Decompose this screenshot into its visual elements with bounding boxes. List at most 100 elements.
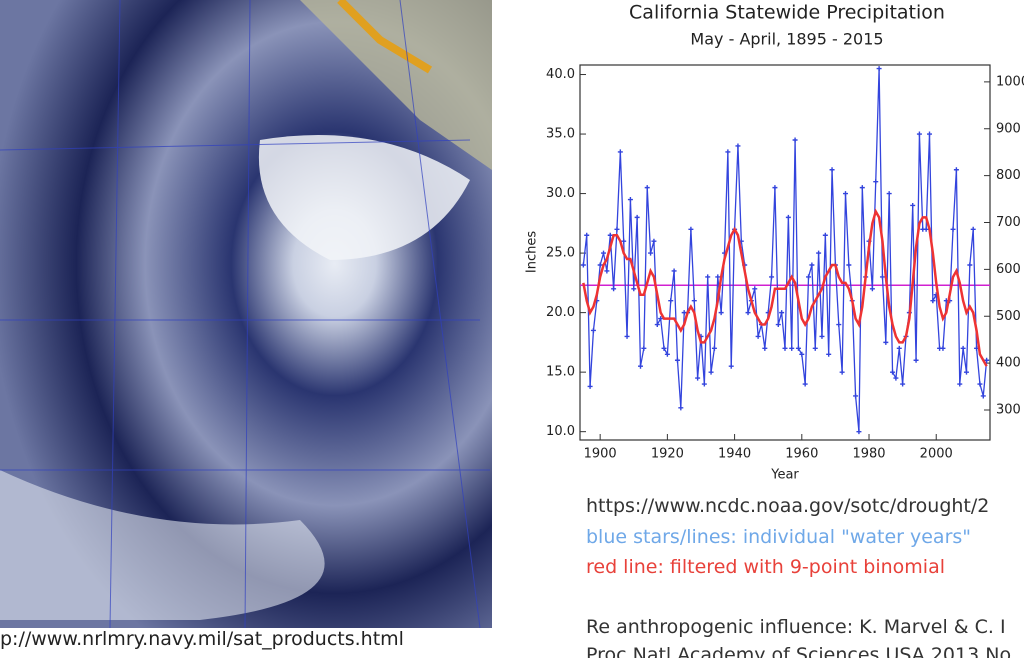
data-point (890, 369, 896, 375)
data-point (745, 310, 751, 316)
data-point (691, 298, 697, 304)
data-point (775, 322, 781, 328)
data-point (839, 369, 845, 375)
x-tick-label: 1980 (852, 447, 885, 462)
data-point (674, 357, 680, 363)
data-point (802, 381, 808, 387)
data-point (967, 262, 973, 268)
data-point (661, 345, 667, 351)
y-tick-label: 30.0 (546, 186, 575, 201)
data-point (879, 274, 885, 280)
data-point (735, 143, 741, 149)
data-point (816, 250, 822, 256)
data-point (836, 322, 842, 328)
data-point (678, 405, 684, 411)
data-point (658, 316, 664, 322)
plot-frame (579, 64, 991, 441)
data-point (822, 232, 828, 238)
data-point (641, 345, 647, 351)
data-point (886, 191, 892, 197)
x-tick-label: 1960 (785, 447, 818, 462)
data-point (725, 149, 731, 155)
image-source: p://www.nrlmry.navy.mil/sat_products.htm… (0, 628, 404, 650)
x-tick-label: 1900 (584, 447, 617, 462)
data-point (617, 149, 623, 155)
data-point (792, 137, 798, 143)
data-point (644, 185, 650, 191)
data-point (607, 232, 613, 238)
data-point (752, 286, 758, 292)
data-point (611, 286, 617, 292)
data-point (927, 131, 933, 137)
y-tick-label: 25.0 (546, 246, 575, 261)
data-point (980, 393, 986, 399)
data-point (799, 351, 805, 357)
chart-title: California Statewide Precipitation (629, 2, 945, 24)
data-point (923, 226, 929, 232)
data-point (957, 381, 963, 387)
data-point (812, 345, 818, 351)
data-point (648, 250, 654, 256)
y2-tick-label: 400 (996, 356, 1021, 371)
satellite-image (0, 0, 492, 628)
x-tick-label: 1940 (718, 447, 751, 462)
data-point (873, 179, 879, 185)
data-point (916, 131, 922, 137)
y-tick-label: 40.0 (546, 67, 575, 82)
data-point (910, 202, 916, 208)
source-url: https://www.ncdc.noaa.gov/sotc/drought/2 (586, 495, 990, 517)
y2-tick-label: 300 (996, 403, 1021, 418)
y2-tick-label: 900 (996, 121, 1021, 136)
data-point (869, 286, 875, 292)
data-point (842, 191, 848, 197)
y2-tick-label: 700 (996, 215, 1021, 230)
data-point (587, 383, 593, 389)
data-point (953, 167, 959, 173)
data-point (604, 268, 610, 274)
data-point (826, 351, 832, 357)
data-point (772, 185, 778, 191)
reference: Re anthropogenic influence: K. Marvel & … (586, 616, 1006, 638)
data-point (846, 262, 852, 268)
data-point (970, 226, 976, 232)
data-point (718, 310, 724, 316)
data-point (809, 262, 815, 268)
x-tick-label: 1920 (651, 447, 684, 462)
data-point (668, 298, 674, 304)
blue-note: blue stars/lines: individual "water year… (586, 526, 972, 548)
data-point (806, 274, 812, 280)
data-point (762, 345, 768, 351)
data-point (708, 369, 714, 375)
data-point (893, 375, 899, 381)
data-point (819, 333, 825, 339)
data-point (900, 381, 906, 387)
data-point (631, 286, 637, 292)
data-point (859, 185, 865, 191)
data-point (960, 345, 966, 351)
data-point (785, 214, 791, 220)
data-point (883, 339, 889, 345)
data-point (688, 226, 694, 232)
data-point (856, 429, 862, 435)
data-point (701, 381, 707, 387)
data-point (769, 274, 775, 280)
chart: California Statewide Precipitation May -… (525, 2, 1024, 483)
data-point (624, 333, 630, 339)
data-point (779, 310, 785, 316)
data-point (876, 66, 882, 72)
data-point (671, 268, 677, 274)
x-axis-label: Year (770, 468, 799, 483)
data-point (853, 393, 859, 399)
y-axis-label: Inches (525, 231, 540, 273)
y2-tick-label: 800 (996, 168, 1021, 183)
data-point (715, 274, 721, 280)
data-point (782, 345, 788, 351)
data-point (601, 250, 607, 256)
y-tick-label: 10.0 (546, 424, 575, 439)
reference: Proc Natl Academy of Sciences USA 2013 N… (586, 644, 1012, 658)
data-point (651, 238, 657, 244)
data-point (789, 345, 795, 351)
data-point (930, 298, 936, 304)
chart-subtitle: May - April, 1895 - 2015 (690, 30, 883, 49)
